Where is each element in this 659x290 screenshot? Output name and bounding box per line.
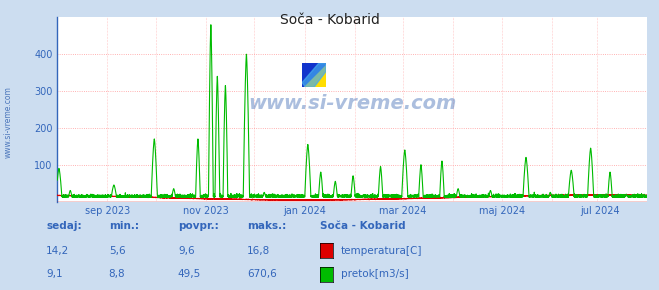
Text: Soča - Kobarid: Soča - Kobarid (279, 13, 380, 27)
Text: 49,5: 49,5 (178, 269, 201, 279)
Text: 8,8: 8,8 (109, 269, 125, 279)
Text: 16,8: 16,8 (247, 246, 270, 256)
Text: pretok[m3/s]: pretok[m3/s] (341, 269, 409, 279)
Text: povpr.:: povpr.: (178, 221, 219, 231)
Text: Soča - Kobarid: Soča - Kobarid (320, 221, 405, 231)
Text: 5,6: 5,6 (109, 246, 125, 256)
Text: min.:: min.: (109, 221, 139, 231)
Text: 14,2: 14,2 (46, 246, 69, 256)
Polygon shape (302, 64, 326, 87)
Text: maks.:: maks.: (247, 221, 287, 231)
Polygon shape (302, 64, 326, 87)
Text: temperatura[C]: temperatura[C] (341, 246, 422, 256)
Text: 670,6: 670,6 (247, 269, 277, 279)
Text: 9,1: 9,1 (46, 269, 63, 279)
Text: sedaj:: sedaj: (46, 221, 82, 231)
Text: www.si-vreme.com: www.si-vreme.com (248, 95, 457, 113)
Text: 9,6: 9,6 (178, 246, 194, 256)
Text: www.si-vreme.com: www.si-vreme.com (3, 86, 13, 158)
Polygon shape (302, 64, 326, 87)
